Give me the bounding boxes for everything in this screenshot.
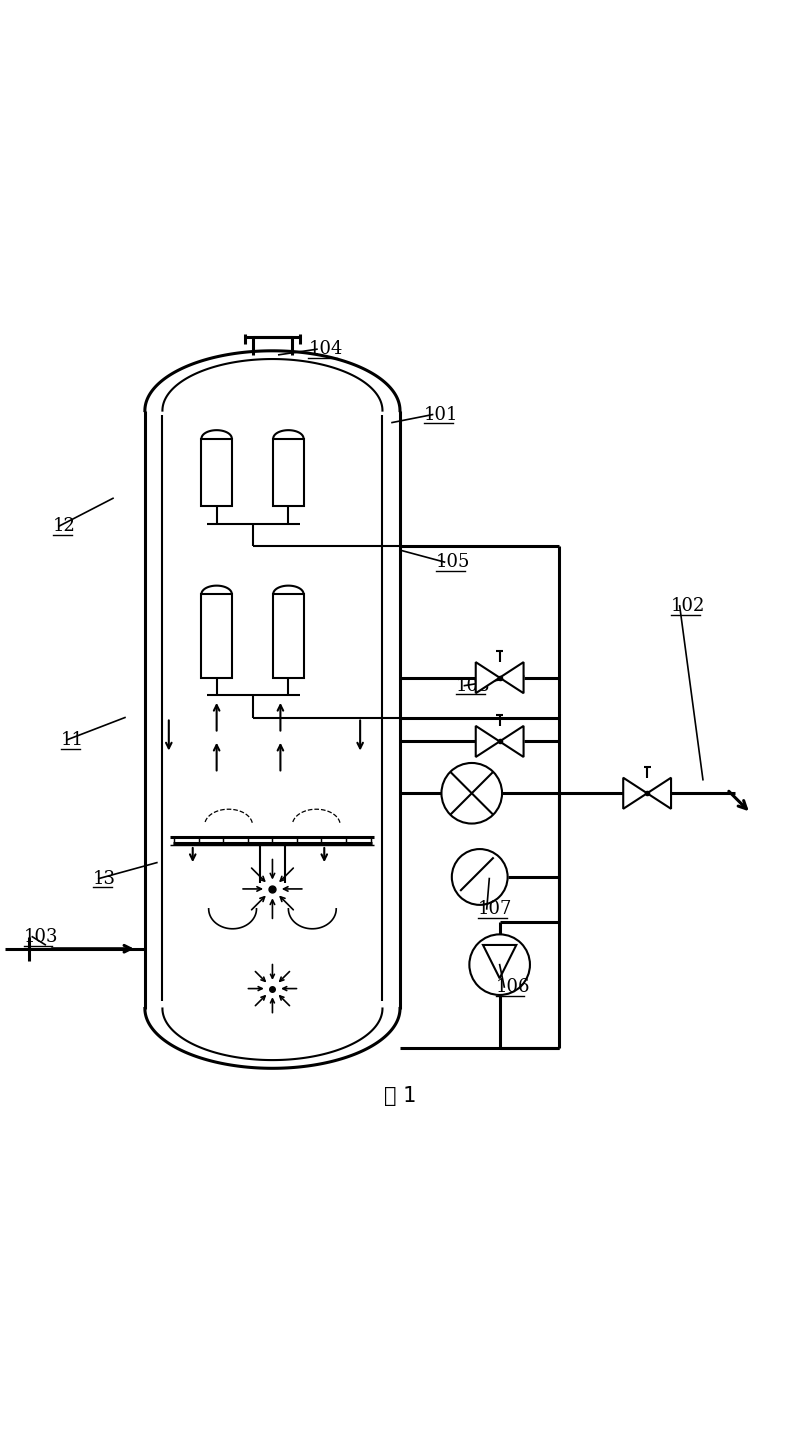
Polygon shape — [500, 726, 523, 757]
Bar — [202, 593, 232, 678]
Polygon shape — [647, 778, 671, 808]
Text: 107: 107 — [478, 900, 513, 918]
Bar — [274, 438, 303, 506]
Polygon shape — [476, 726, 500, 757]
Text: 图 1: 图 1 — [384, 1087, 416, 1106]
Text: 106: 106 — [496, 978, 530, 995]
Polygon shape — [623, 778, 647, 808]
Text: 105: 105 — [436, 553, 470, 572]
Bar — [202, 438, 232, 506]
Bar — [274, 593, 303, 678]
Text: 108: 108 — [456, 676, 490, 695]
Text: 102: 102 — [671, 596, 706, 615]
Polygon shape — [500, 662, 523, 694]
Text: 13: 13 — [93, 869, 116, 888]
Text: 11: 11 — [61, 731, 84, 749]
Text: 103: 103 — [24, 927, 58, 946]
Text: 12: 12 — [54, 517, 76, 535]
Text: 104: 104 — [308, 340, 342, 358]
Text: 101: 101 — [424, 406, 458, 424]
Polygon shape — [476, 662, 500, 694]
